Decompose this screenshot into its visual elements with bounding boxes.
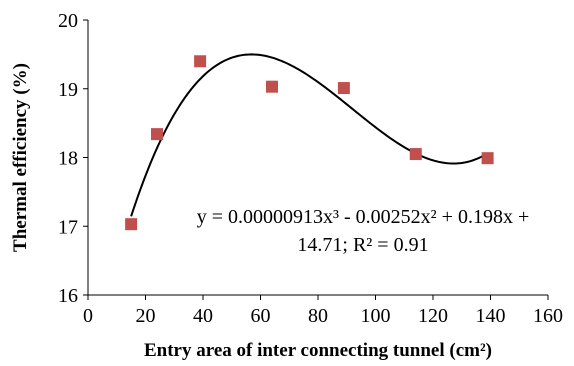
x-tick-label: 100 [361, 305, 391, 327]
trendline [130, 53, 489, 217]
data-point [151, 128, 163, 141]
equation-line-2: 14.71; R² = 0.91 [297, 234, 428, 256]
data-point [125, 218, 138, 231]
equation-line-1: y = 0.00000913x³ - 0.00252x² + 0.198x + [197, 206, 530, 228]
x-tick-label: 40 [193, 305, 213, 327]
data-point [481, 152, 494, 165]
data-point [337, 82, 350, 95]
y-tick-label: 16 [58, 285, 78, 307]
data-point [194, 55, 207, 68]
y-tick-label: 20 [58, 10, 78, 32]
x-tick-label: 80 [308, 305, 328, 327]
x-tick-label: 120 [418, 305, 448, 327]
x-axis-title: Entry area of inter connecting tunnel (c… [144, 340, 492, 361]
x-tick-label: 160 [533, 305, 563, 327]
x-tick-label: 20 [136, 305, 156, 327]
data-point [409, 148, 422, 161]
y-ticks: 16 17 18 19 20 [58, 10, 88, 307]
x-ticks: 0 20 40 60 80 100 120 140 160 [83, 295, 563, 327]
data-points [125, 55, 494, 231]
y-tick-label: 19 [58, 79, 78, 101]
data-point [266, 80, 278, 93]
y-axis-title: Thermal efficiency (%) [10, 63, 31, 252]
y-tick-label: 17 [58, 216, 78, 238]
y-tick-label: 18 [58, 148, 78, 170]
x-tick-label: 140 [476, 305, 506, 327]
x-tick-label: 0 [83, 305, 93, 327]
x-tick-label: 60 [251, 305, 271, 327]
